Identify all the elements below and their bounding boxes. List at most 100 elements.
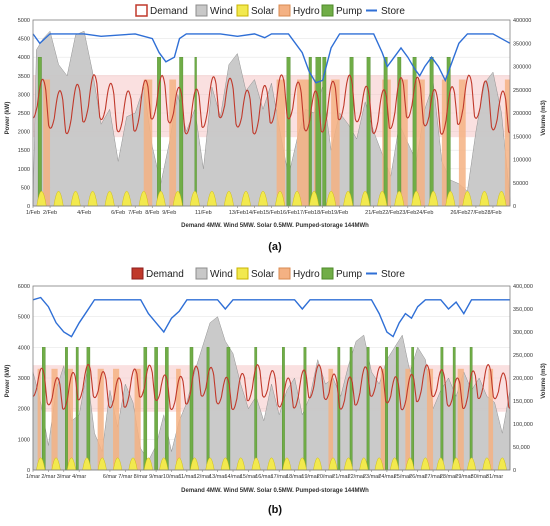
y-left-tick-label: 2000 — [18, 130, 30, 136]
hydro-bar — [276, 79, 286, 206]
y-left-tick-label: 1000 — [18, 437, 30, 443]
hydro-bar — [488, 368, 494, 470]
plot-area-b: 0 1000 2000 3000 4000 5000 6000 0 50,000 100,000 1… — [18, 284, 533, 480]
x-tick-label: 6/mar — [103, 474, 117, 480]
y-left-tick-label: 0 — [27, 468, 30, 474]
pump-bar — [383, 57, 388, 207]
pump-bar — [366, 57, 371, 207]
x-tick-label: 28/mar — [440, 474, 457, 480]
hydro-bar — [328, 368, 334, 470]
x-tick-label: 15/mar — [240, 474, 257, 480]
legend-wind-swatch — [195, 267, 208, 280]
hydro-bar — [297, 79, 311, 206]
panel-b: Demand Wind Solar Hydro Pump Store 0 1000… — [5, 267, 547, 516]
x-tick-label: 17/mar — [271, 474, 288, 480]
y-left-tick-label: 5000 — [18, 315, 30, 321]
legend-solar-label: Solar — [251, 6, 275, 17]
y-left-tick-label: 3000 — [18, 376, 30, 382]
x-tick-label: 18/Feb — [314, 210, 331, 216]
pump-bar — [315, 57, 322, 207]
hydro-bar — [143, 79, 153, 206]
legend-demand-label: Demand — [146, 269, 184, 280]
x-tick-label: 29/mar — [455, 474, 472, 480]
x-tick-label: 21/Feb — [365, 210, 382, 216]
legend-demand-swatch — [135, 4, 148, 17]
pump-bar — [154, 347, 158, 471]
hydro-bar — [331, 79, 340, 206]
y-right-tick-label: 150,000 — [513, 399, 533, 405]
hydro-bar — [113, 368, 120, 470]
pump-bar — [446, 57, 451, 207]
pump-bar — [469, 347, 473, 471]
ylabel-left-b: Power (kW) — [5, 365, 11, 398]
hydro-bar — [399, 79, 408, 206]
x-tick-label: 19/Feb — [331, 210, 348, 216]
legend-hydro-swatch — [278, 4, 291, 17]
hydro-bar — [97, 368, 104, 470]
y-right-tick-label: 400000 — [513, 18, 531, 24]
x-tick-label: 8/mar — [134, 474, 148, 480]
panel-label-a: (a) — [268, 241, 282, 253]
x-tick-label: 19/mar — [301, 474, 318, 480]
pump-bar — [395, 347, 399, 471]
pump-bar — [429, 57, 434, 207]
x-tick-label: 28/Feb — [484, 210, 501, 216]
pump-bar — [179, 57, 184, 207]
demand-line — [32, 363, 511, 411]
x-tick-label: 21/mar — [332, 474, 349, 480]
pump-bar — [75, 347, 79, 471]
x-tick-label: 7/mar — [118, 474, 132, 480]
hydro-bar — [405, 368, 410, 470]
legend-solar-swatch — [236, 4, 249, 17]
hydro-bar — [426, 368, 434, 470]
hydro-bar — [134, 368, 141, 470]
pump-bar — [308, 57, 312, 207]
pump-bar — [385, 347, 388, 471]
x-tick-label: 30/mar — [471, 474, 488, 480]
y-left-tick-label: 500 — [21, 185, 30, 191]
y-left-tick-label: 2500 — [18, 111, 30, 117]
x-tick-label: 11/mar — [179, 474, 196, 480]
legend-wind-label: Wind — [210, 6, 233, 17]
legend-pump-swatch — [321, 267, 334, 280]
legend-pump-label: Pump — [336, 269, 363, 280]
x-tick-label: 7/Feb — [128, 210, 142, 216]
pump-bar — [452, 347, 456, 471]
y-left-tick-label: 3000 — [18, 92, 30, 98]
y-left-tick-label: 1500 — [18, 148, 30, 154]
x-tick-label: 15/Feb — [263, 210, 280, 216]
x-tick-label: 22/Feb — [382, 210, 399, 216]
pump-bar — [189, 347, 194, 471]
x-tick-label: 11/Feb — [195, 210, 212, 216]
y-right-tick-label: 350000 — [513, 41, 531, 47]
x-tick-label: 24/Feb — [416, 210, 433, 216]
x-tick-label: 9/mar — [149, 474, 163, 480]
legend-store-label: Store — [381, 6, 405, 17]
x-tick-label: 18/mar — [286, 474, 303, 480]
pump-bar — [42, 347, 46, 471]
x-tick-label: 26/Feb — [450, 210, 467, 216]
x-tick-label: 25/mar — [394, 474, 411, 480]
x-tick-label: 8/Feb — [145, 210, 159, 216]
x-tick-label: 16/mar — [255, 474, 272, 480]
x-tick-label: 2/mar — [41, 474, 55, 480]
y-right-tick-label: 150000 — [513, 134, 531, 140]
x-tick-label: 2/Feb — [43, 210, 57, 216]
legend-pump-label: Pump — [336, 6, 363, 17]
y-left-tick-label: 0 — [27, 204, 30, 210]
hydro-bar — [457, 368, 464, 470]
legend-a: Demand Wind Solar Hydro Pump Store — [135, 4, 405, 17]
y-left-tick-label: 1000 — [18, 167, 30, 173]
pump-bar — [37, 57, 42, 207]
x-tick-label: 27/Feb — [467, 210, 484, 216]
y-left-tick-label: 6000 — [18, 284, 30, 290]
x-tick-label: 31/mar — [486, 474, 503, 480]
legend-wind-label: Wind — [210, 269, 233, 280]
pump-bar — [303, 347, 307, 471]
pump-bar — [366, 347, 370, 471]
y-left-tick-label: 2000 — [18, 407, 30, 413]
y-right-tick-label: 300,000 — [513, 330, 533, 336]
x-tick-label: 27/mar — [425, 474, 442, 480]
plot-area-a: 0 500 1000 1500 2000 2500 3000 3500 4000 4500 5000… — [18, 18, 532, 216]
pump-bar — [411, 347, 415, 471]
